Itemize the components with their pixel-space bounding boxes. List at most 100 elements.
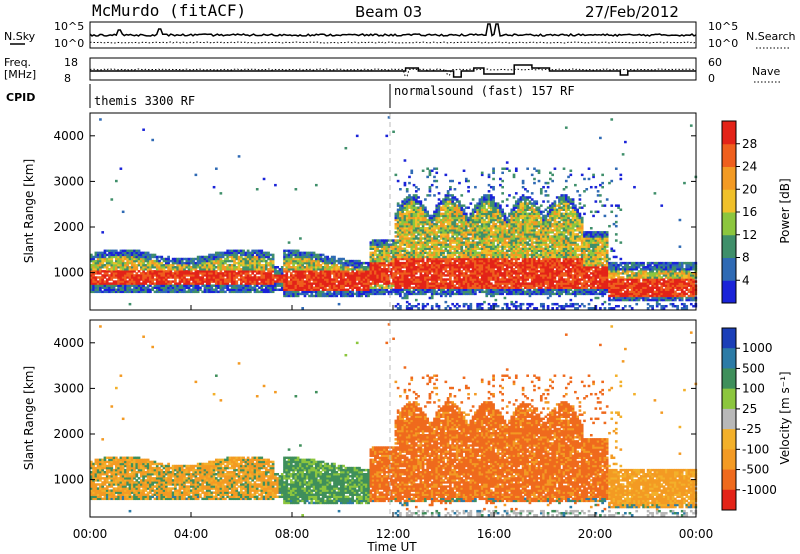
power-cell [474, 186, 477, 188]
power-cell [395, 231, 398, 233]
power-cell [504, 213, 507, 215]
power-cell [422, 237, 425, 239]
power-cell [504, 303, 507, 305]
power-cell [470, 213, 473, 215]
power-cell [499, 245, 502, 247]
power-cell [279, 289, 282, 291]
power-cell [363, 262, 366, 264]
power-cell [97, 280, 100, 282]
power-cell [408, 303, 411, 305]
power-cell [458, 200, 461, 202]
power-cell [406, 305, 409, 307]
power-cell [483, 301, 486, 303]
power-cell [313, 252, 316, 254]
power-cell [465, 213, 468, 215]
power-cell [413, 184, 416, 186]
power-cell [288, 250, 291, 252]
power-cell [429, 170, 432, 172]
power-cell [401, 270, 404, 272]
power-cell [442, 213, 445, 215]
power-cell [349, 268, 352, 270]
power-cell [413, 287, 416, 289]
power-cell [497, 202, 500, 204]
date-title: 27/Feb/2012 [585, 3, 679, 21]
power-cell [397, 180, 400, 182]
power-cell [495, 202, 498, 204]
power-cell [415, 293, 418, 295]
power-cell [101, 231, 104, 233]
power-cell [235, 250, 238, 252]
power-cell [465, 206, 468, 208]
power-cell [476, 303, 479, 305]
power-cell [474, 241, 477, 243]
power-cell [492, 231, 495, 233]
power-cell [481, 303, 484, 305]
power-cell [145, 272, 148, 274]
power-cell [488, 184, 491, 186]
power-cell [338, 280, 341, 282]
power-cell [115, 280, 118, 282]
power-cell [165, 270, 168, 272]
power-cell [129, 266, 132, 268]
power-cell [108, 282, 111, 284]
power-cell [442, 272, 445, 274]
power-cell [201, 291, 204, 293]
nave-trace [90, 65, 696, 77]
power-cell [410, 287, 413, 289]
power-cell [508, 170, 511, 172]
power-cell [506, 217, 509, 219]
power-cell [104, 250, 107, 252]
power-cell [295, 250, 298, 252]
power-cell [501, 172, 504, 174]
power-cell [438, 192, 441, 194]
power-cell [256, 276, 259, 278]
power-cell [315, 254, 318, 256]
power-cell [408, 176, 411, 178]
power-cell [438, 239, 441, 241]
power-cell [238, 256, 241, 258]
power-cell [415, 235, 418, 237]
power-cell [195, 262, 198, 264]
power-cell [99, 118, 102, 120]
power-cell [365, 266, 368, 268]
power-cell [276, 289, 279, 291]
power-cell [263, 264, 266, 266]
power-cell [490, 194, 493, 196]
power-cell [304, 280, 307, 282]
power-cell [488, 211, 491, 213]
power-cell [115, 289, 118, 291]
power-cell [397, 202, 400, 204]
power-cell [349, 260, 352, 262]
power-cell [258, 282, 261, 284]
power-cell [413, 305, 416, 307]
power-cell [174, 266, 177, 268]
power-cell [385, 239, 388, 241]
power-cell [504, 268, 507, 270]
power-cell [399, 188, 402, 190]
power-cell [210, 284, 213, 286]
power-cell [392, 272, 395, 274]
power-cell [422, 241, 425, 243]
power-cell [117, 270, 120, 272]
power-cell [129, 303, 132, 305]
power-cell [433, 176, 436, 178]
power-cell [404, 198, 407, 200]
power-cell [317, 272, 320, 274]
power-cell [397, 276, 400, 278]
power-cell [106, 258, 109, 260]
power-cell [438, 225, 441, 227]
power-cell [129, 250, 132, 252]
power-cell [320, 254, 323, 256]
power-cell [113, 262, 116, 264]
power-cell [265, 272, 268, 274]
power-cell [440, 206, 443, 208]
power-cell [126, 280, 129, 282]
power-cell [501, 287, 504, 289]
power-cell [454, 188, 457, 190]
power-cell [497, 225, 500, 227]
power-cell [379, 250, 382, 252]
power-cell [260, 250, 263, 252]
power-cell [290, 266, 293, 268]
power-cell [297, 250, 300, 252]
nsearch-trace [90, 42, 696, 43]
